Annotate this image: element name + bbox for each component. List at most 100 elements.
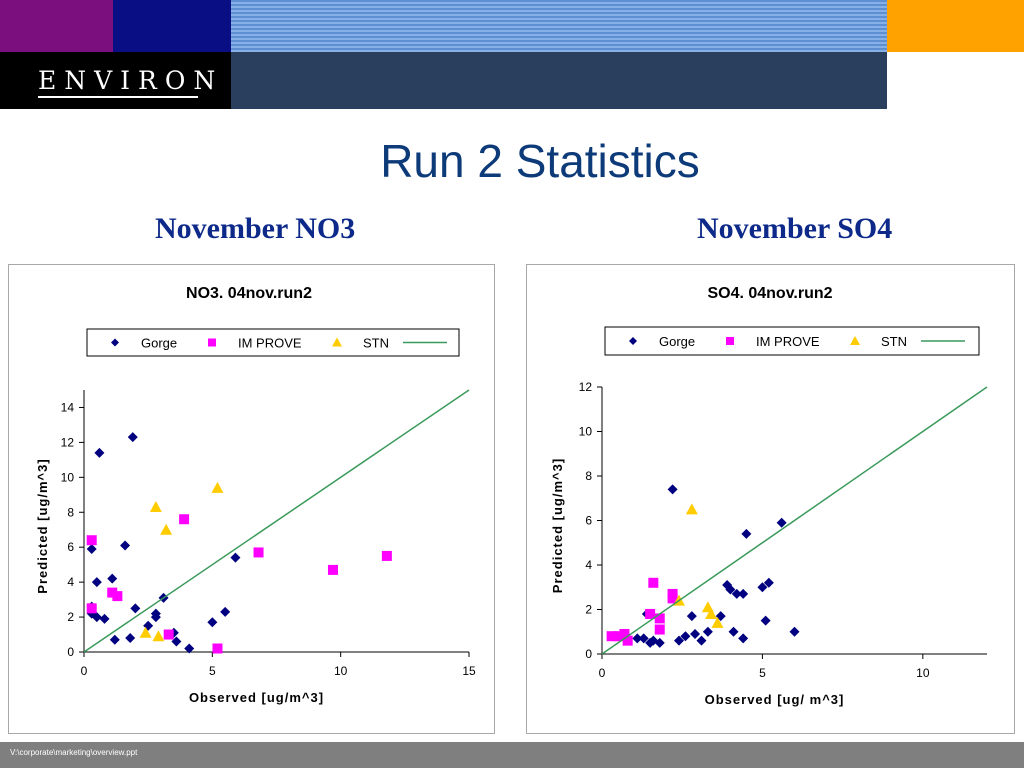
x-tick-label: 15 [462,664,476,678]
gorge-point [230,552,241,563]
x-tick-label: 10 [916,666,930,680]
improve-point [654,613,665,624]
header-purple-block [0,0,113,52]
gorge-point [91,612,102,623]
legend-improve-label: IM PROVE [756,334,820,349]
gorge-point [690,628,701,639]
improve-point [86,535,97,546]
improve-point [112,591,123,602]
gorge-point [638,633,649,644]
gorge-point [107,573,118,584]
one-to-one-line [83,389,470,653]
footer-bar [0,742,1024,768]
logo-background [0,52,231,109]
chart-title: NO3. 04nov.run2 [186,285,312,302]
legend-stn-marker [850,336,860,345]
legend-improve-marker [208,338,216,347]
gorge-point [776,517,787,528]
gorge-point [150,608,161,619]
legend-stn-label: STN [363,336,389,351]
y-tick-label: 4 [67,575,74,589]
gorge-point [109,634,120,645]
gorge-point [680,631,691,642]
stn-point [211,481,224,493]
gorge-point [94,447,105,458]
improve-point [327,564,338,575]
chart-no3: NO3. 04nov.run2 Gorge IM PROVE STN 0 5 10 15 0 2 4… [35,285,476,705]
legend-box [604,326,980,356]
legend-gorge-marker [629,337,637,345]
gorge-point [722,580,733,591]
chart-so4: SO4. 04nov.run2 Gorge IM PROVE STN 0 5 10 0 2 4 6 8… [550,285,988,707]
gorge-point [632,633,643,644]
improve-point [179,514,190,525]
y-tick-label: 10 [579,425,593,439]
y-axis-label: Predicted [ug/m^3] [35,458,50,593]
chart-panel-so4: SO4. 04nov.run2 Gorge IM PROVE STN 0 5 10 0 2 4 6 8… [526,264,1015,734]
legend-box [86,328,460,357]
gorge-point [728,626,739,637]
gorge-point [120,540,131,551]
stn-point [711,616,724,628]
gorge-point [91,577,102,588]
one-to-one-line [601,386,988,655]
x-tick-label: 0 [81,664,88,678]
stn-point [139,626,152,638]
y-tick-label: 14 [61,400,75,414]
improve-point [622,635,633,646]
improve-point [107,587,118,598]
gorge-point [99,613,110,624]
improve-point [212,643,223,654]
gorge-point [184,643,195,654]
gorge-point [674,635,684,646]
y-tick-label: 2 [585,603,592,617]
y-tick-label: 0 [585,647,592,661]
chart-title: SO4. 04nov.run2 [707,285,832,302]
gorge-point [648,635,659,646]
y-tick-label: 8 [67,505,74,519]
footer-file-path: V:\corporate\marketing\overview.ppt [10,748,138,757]
improve-point [86,603,97,614]
gorge-point [763,577,774,588]
x-tick-label: 10 [334,664,348,678]
legend-improve-label: IM PROVE [238,336,302,351]
x-tick-label: 0 [599,666,606,680]
y-tick-label: 6 [585,514,592,528]
improve-point [619,628,630,639]
x-axis-label: Observed [ug/m^3] [189,690,324,705]
x-tick-label: 5 [759,666,766,680]
y-axis-label: Predicted [ug/m^3] [550,458,565,593]
improve-point [381,550,392,561]
stn-point [149,501,162,513]
header-navy-block [113,0,231,52]
gorge-point [741,528,752,539]
legend-improve-marker [726,337,734,345]
gorge-point [725,584,736,595]
legend-stn-label: STN [881,334,907,349]
gorge-point [125,633,136,644]
stn-point [705,607,718,619]
gorge-point [760,615,771,626]
gorge-point [696,635,707,646]
stn-point [152,630,165,642]
improve-point [163,629,174,640]
gorge-point [220,606,231,617]
x-tick-label: 5 [209,664,216,678]
improve-point [648,577,659,588]
environ-logo: ENVIRON [38,66,224,95]
legend-stn-marker [332,337,342,347]
stn-point [685,503,698,515]
logo-underline [38,96,198,98]
y-tick-label: 4 [585,558,592,572]
y-tick-label: 2 [67,610,74,624]
y-tick-label: 12 [61,435,75,449]
gorge-point [130,603,141,614]
gorge-point [86,543,97,554]
improve-point [606,631,617,642]
gorge-point [654,637,665,648]
legend-gorge-marker [111,338,119,347]
x-axis-label: Observed [ug/ m^3] [705,692,845,707]
gorge-point [171,636,182,647]
improve-point [613,631,624,642]
header-orange-block [887,0,1024,52]
